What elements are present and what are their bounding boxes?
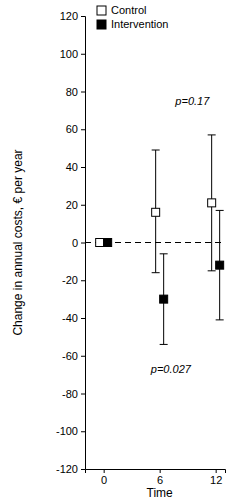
- y-tick-mark: [81, 243, 85, 244]
- annotation: p=0.027: [150, 363, 192, 375]
- error-bar: [152, 150, 160, 273]
- series: [104, 210, 224, 344]
- y-tick: -60: [62, 350, 85, 362]
- y-tick-label: -120: [56, 463, 78, 475]
- y-tick: 80: [66, 86, 85, 98]
- y-tick: -100: [56, 425, 85, 437]
- error-bar-cap: [208, 134, 216, 135]
- y-tick-label: 20: [66, 199, 78, 211]
- y-axis: -120 -100 -80 -60 -40 -20 0 20 40 60 80 100 120: [56, 10, 86, 475]
- error-bar-cap: [160, 344, 168, 345]
- x-tick-label: 0: [101, 474, 107, 486]
- y-tick-mark: [81, 16, 85, 17]
- y-tick-label: 80: [66, 86, 78, 98]
- y-tick-label: -20: [62, 274, 78, 286]
- annotation: p=0.17: [174, 95, 210, 107]
- y-tick-mark: [81, 394, 85, 395]
- x-axis-title: Time: [147, 486, 174, 500]
- x-axis: 0 6 12: [86, 469, 226, 486]
- error-bar: [216, 210, 224, 319]
- point: [152, 208, 160, 216]
- x-tick-mark: [160, 469, 161, 473]
- y-tick: 20: [66, 199, 85, 211]
- chart: -120 -100 -80 -60 -40 -20 0 20 40 60 80 100 120 0 6 12 p…: [0, 0, 229, 500]
- x-tick-mark: [104, 469, 105, 473]
- series: [96, 135, 216, 273]
- point: [104, 239, 112, 247]
- y-tick: 40: [66, 161, 85, 173]
- y-tick-mark: [81, 167, 85, 168]
- plot: -120 -100 -80 -60 -40 -20 0 20 40 60 80 100 120 0 6 12 p…: [56, 10, 226, 486]
- legend: Control Intervention: [97, 4, 168, 30]
- error-bar: [208, 135, 216, 271]
- error-bar-cap: [216, 210, 224, 211]
- point: [160, 295, 168, 303]
- y-tick: 60: [66, 123, 85, 135]
- y-tick-mark: [81, 129, 85, 130]
- x-tick-mark: [216, 469, 217, 473]
- y-tick-label: -100: [56, 425, 78, 437]
- x-tick: 0: [101, 469, 107, 486]
- y-tick: 0: [72, 237, 85, 249]
- y-tick: -80: [62, 388, 85, 400]
- legend-label: Control: [111, 4, 146, 16]
- y-tick-mark: [81, 205, 85, 206]
- error-bar: [160, 254, 168, 345]
- y-tick-mark: [81, 469, 85, 470]
- x-tick-label: 12: [210, 474, 222, 486]
- y-tick: -20: [62, 274, 85, 286]
- y-tick: -120: [56, 463, 85, 475]
- error-bar-cap: [152, 150, 160, 151]
- y-tick-label: 60: [66, 123, 78, 135]
- point: [96, 239, 104, 247]
- y-tick: 100: [60, 48, 85, 60]
- error-bar-cap: [216, 319, 224, 320]
- y-tick: -40: [62, 312, 85, 324]
- y-tick-mark: [81, 356, 85, 357]
- x-tick: 12: [210, 469, 222, 486]
- error-bar-cap: [208, 270, 216, 271]
- point: [216, 261, 224, 269]
- point: [208, 199, 216, 207]
- legend-marker: [97, 6, 106, 15]
- error-bar-cap: [152, 272, 160, 273]
- error-bar-cap: [160, 253, 168, 254]
- y-tick-mark: [81, 280, 85, 281]
- y-tick-mark: [81, 92, 85, 93]
- y-tick-label: -40: [62, 312, 78, 324]
- x-tick-label: 6: [157, 474, 163, 486]
- y-tick-mark: [81, 318, 85, 319]
- y-tick-mark: [81, 431, 85, 432]
- legend-label: Intervention: [111, 18, 168, 30]
- x-axis-line: [86, 470, 226, 474]
- y-axis-line: [81, 17, 86, 470]
- y-axis-title: Change in annual costs, € per year: [11, 149, 25, 335]
- y-tick-label: -60: [62, 350, 78, 362]
- y-tick-label: -80: [62, 388, 78, 400]
- x-tick: 6: [157, 469, 163, 486]
- y-tick-label: 120: [60, 10, 78, 22]
- y-tick-label: 0: [72, 237, 78, 249]
- y-tick-label: 100: [60, 48, 78, 60]
- legend-marker: [97, 20, 106, 29]
- y-tick: 120: [60, 10, 85, 22]
- y-tick-mark: [81, 54, 85, 55]
- y-tick-label: 40: [66, 161, 78, 173]
- marks: [85, 135, 225, 345]
